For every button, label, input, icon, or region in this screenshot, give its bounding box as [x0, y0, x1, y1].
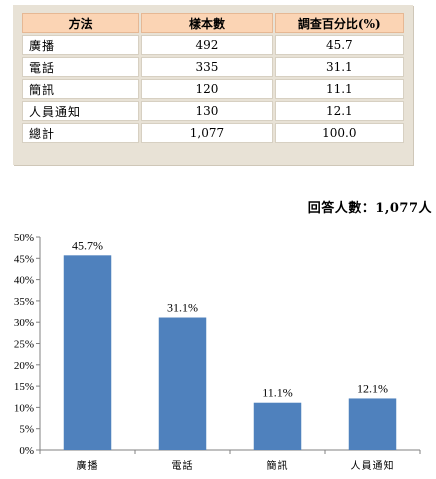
respondents-count: 回答人數：1,077人 [307, 201, 432, 216]
y-tick-label: 30% [14, 317, 34, 329]
survey-table-frame: 方法 樣本數 調查百分比(%) 廣播 492 45.7 電話 335 31.1 … [13, 5, 413, 165]
bar-value-label: 45.7% [72, 238, 103, 252]
y-tick-label: 25% [14, 339, 34, 351]
row-sample-count: 130 [141, 101, 273, 121]
y-tick-label: 0% [19, 445, 34, 457]
y-tick-label: 35% [14, 296, 34, 308]
row-method: 簡訊 [22, 79, 140, 99]
bar-value-label: 11.1% [262, 386, 293, 400]
bar-chart: 0% 5% 10% 15% 20% 25% 30% 35% 40% 45% 50% 45.7% 廣播 31… [14, 232, 421, 472]
y-tick-label: 50% [14, 232, 34, 244]
y-tick-label: 45% [14, 253, 34, 265]
y-tick-label: 10% [14, 402, 34, 414]
bar [348, 398, 397, 450]
header-percentage: 調查百分比(%) [274, 13, 404, 33]
row-percentage: 31.1 [274, 57, 404, 77]
row-percentage: 45.7 [274, 35, 404, 55]
header-sample-count: 樣本數 [141, 13, 273, 33]
table-total-row: 總計 1,077 100.0 [22, 123, 404, 143]
x-category-label: 人員通知 [351, 459, 395, 472]
bar-value-label: 12.1% [357, 381, 388, 395]
total-sample-count: 1,077 [141, 123, 273, 143]
x-category-label: 簡訊 [267, 459, 289, 472]
row-sample-count: 492 [141, 35, 273, 55]
row-percentage: 12.1 [274, 101, 404, 121]
table-header-row: 方法 樣本數 調查百分比(%) [22, 13, 404, 33]
table-row: 廣播 492 45.7 [22, 35, 404, 55]
table-row: 電話 335 31.1 [22, 57, 404, 77]
row-percentage: 11.1 [274, 79, 404, 99]
bar [253, 402, 302, 450]
table-row: 人員通知 130 12.1 [22, 101, 404, 121]
row-method: 人員通知 [22, 101, 140, 121]
bar [158, 317, 207, 450]
row-method: 電話 [22, 57, 140, 77]
table-row: 簡訊 120 11.1 [22, 79, 404, 99]
x-category-label: 電話 [172, 459, 194, 472]
bar [63, 255, 112, 450]
row-sample-count: 120 [141, 79, 273, 99]
total-percentage: 100.0 [274, 123, 404, 143]
total-label: 總計 [22, 123, 140, 143]
survey-table: 方法 樣本數 調查百分比(%) 廣播 492 45.7 電話 335 31.1 … [20, 11, 406, 145]
x-category-label: 廣播 [77, 459, 99, 472]
row-method: 廣播 [22, 35, 140, 55]
y-tick-label: 5% [19, 424, 34, 436]
bar-value-label: 31.1% [167, 301, 198, 315]
y-tick-label: 20% [14, 360, 34, 372]
y-tick-label: 15% [14, 381, 34, 393]
y-tick-label: 40% [14, 275, 34, 287]
row-sample-count: 335 [141, 57, 273, 77]
header-method: 方法 [22, 13, 140, 33]
